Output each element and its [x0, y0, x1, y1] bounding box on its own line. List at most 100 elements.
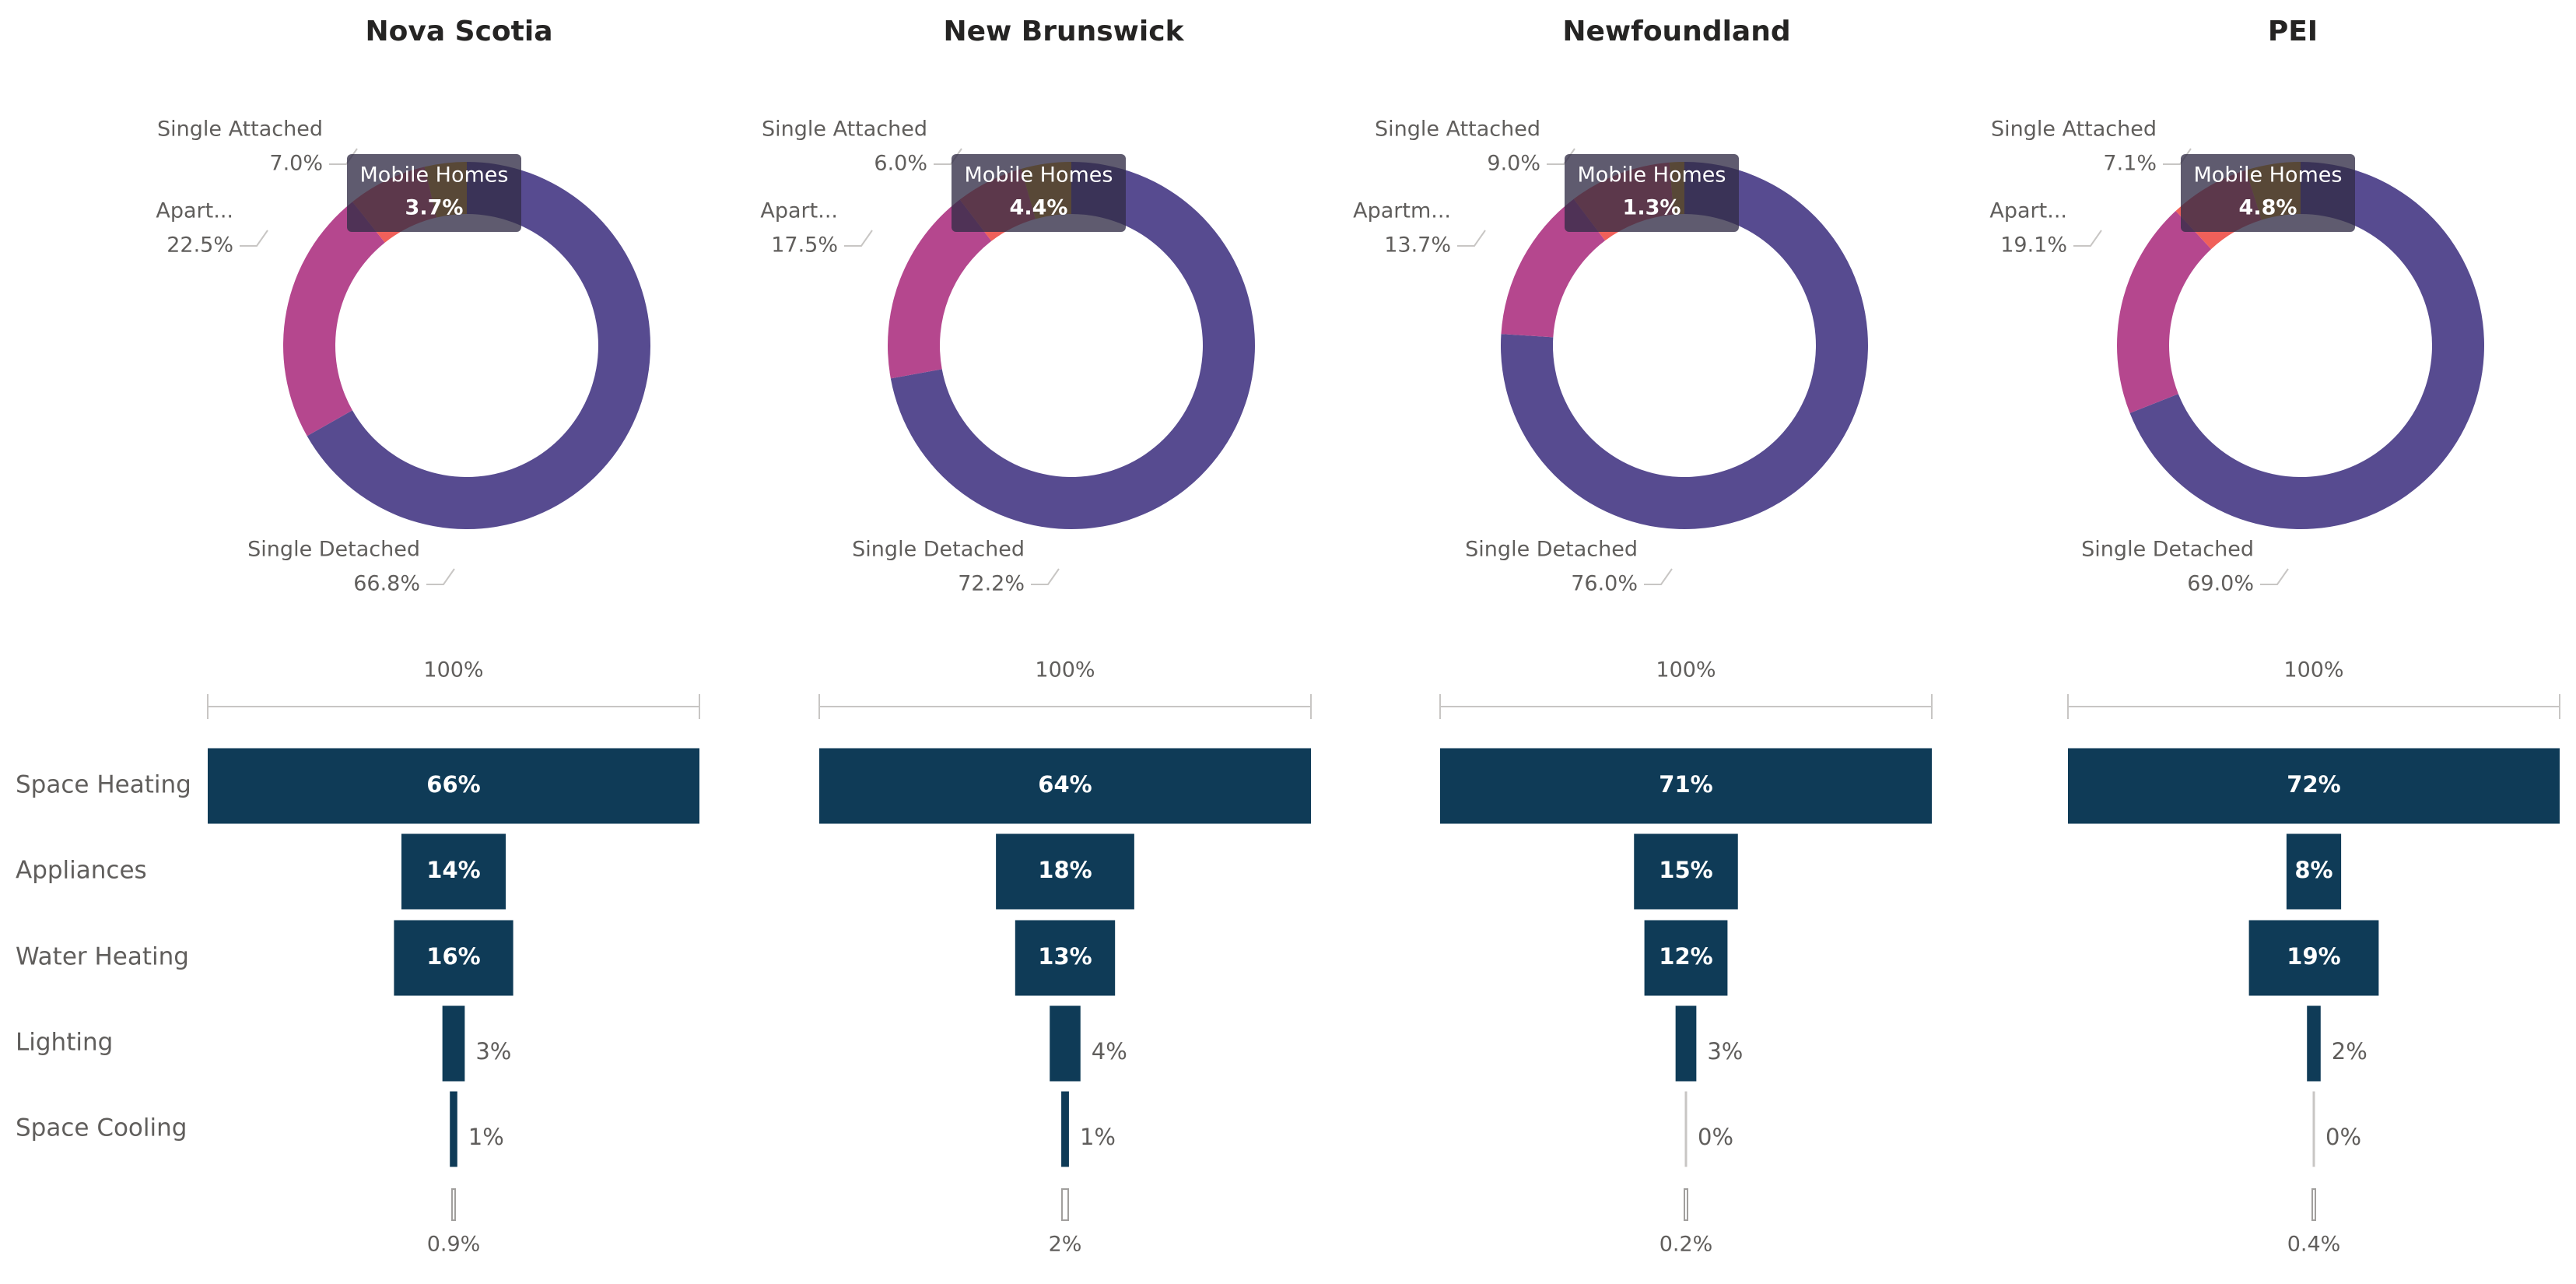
funnel-value-label: 4% [1092, 1038, 1127, 1065]
slice-label: Apart... [760, 199, 838, 223]
first-percent-label: 100% [2283, 658, 2343, 682]
slice-label: Single Detached [247, 538, 420, 562]
funnel-value-label: 18% [1038, 857, 1092, 883]
leader-line [844, 230, 873, 247]
last-percent-label: 2% [1049, 1233, 1082, 1257]
funnel-bar [819, 748, 1311, 824]
funnel-value-label: 1% [1080, 1124, 1116, 1150]
slice-value-label: 7.0% [269, 152, 323, 176]
funnel-bar [394, 920, 513, 996]
funnel-value-label: 1% [468, 1124, 504, 1150]
last-percent-marker [1684, 1188, 1688, 1221]
slice-value-label: 4.8% [2239, 196, 2297, 220]
funnel-category-label: Space Cooling [16, 1114, 187, 1142]
slice-value-label: 7.1% [2103, 152, 2157, 176]
funnel-bar [1675, 1005, 1697, 1082]
panel-title: PEI [2268, 16, 2318, 47]
leader-line [2073, 230, 2102, 247]
funnel-category-label: Lighting [16, 1029, 113, 1057]
slice-label: Single Attached [157, 118, 323, 142]
funnel-value-label: 72% [2287, 771, 2340, 798]
panel-title: Nova Scotia [366, 16, 553, 47]
funnel-bar [401, 833, 506, 910]
leader-line [426, 568, 455, 585]
funnel-value-label: 2% [2332, 1038, 2367, 1065]
funnel-bar [996, 833, 1134, 910]
funnel-value-label: 16% [426, 943, 480, 970]
funnel-value-label: 8% [2294, 857, 2332, 883]
slice-label: Mobile Homes [1578, 163, 1726, 188]
funnel-value-label: 3% [1707, 1038, 1743, 1065]
slice-label: Apart... [156, 199, 233, 223]
slice-value-label: 76.0% [1571, 572, 1638, 596]
slice-value-label: 17.5% [771, 233, 838, 258]
funnel-bar [442, 1005, 465, 1082]
first-percent-label: 100% [423, 658, 483, 682]
slice-label: Single Detached [1465, 538, 1638, 562]
slice-value-label: 6.0% [874, 152, 927, 176]
last-percent-label: 0.2% [1660, 1233, 1713, 1257]
leader-line [240, 230, 268, 247]
donut-slice [307, 162, 651, 529]
leader-line [2163, 148, 2192, 165]
donut-slice [887, 199, 992, 379]
funnel-bar [1634, 833, 1738, 910]
leader-line [934, 148, 962, 165]
funnel-bar [2068, 748, 2560, 824]
tooltip-box [347, 154, 521, 232]
tooltip-box [952, 154, 1126, 232]
slice-label: Mobile Homes [2194, 163, 2343, 188]
slice-value-label: 66.8% [353, 572, 420, 596]
leader-line [1547, 148, 1575, 165]
funnel-value-label: 3% [475, 1038, 511, 1065]
funnel-bar [208, 748, 699, 824]
first-percent-label: 100% [1035, 658, 1095, 682]
funnel-value-label: 14% [426, 857, 480, 883]
funnel-bar [1015, 920, 1116, 996]
leader-line [329, 148, 358, 165]
slice-value-label: 13.7% [1384, 233, 1451, 258]
funnel-bar [1061, 1091, 1069, 1167]
slice-label: Mobile Homes [360, 163, 509, 188]
last-percent-label: 0.4% [2287, 1233, 2341, 1257]
funnel-value-label: 0% [2325, 1124, 2361, 1150]
leader-line [1457, 230, 1486, 247]
last-percent-marker [451, 1188, 456, 1221]
funnel-bar [1440, 748, 1932, 824]
donut-slice [2129, 162, 2485, 529]
tooltip-box [2181, 154, 2355, 232]
funnel-value-label: 13% [1038, 943, 1092, 970]
slice-value-label: 19.1% [2000, 233, 2067, 258]
slice-value-label: 69.0% [2187, 572, 2254, 596]
slice-label: Single Attached [762, 118, 927, 142]
funnel-category-label: Space Heating [16, 771, 191, 799]
first-percent-label: 100% [1656, 658, 1716, 682]
last-percent-marker [1061, 1188, 1069, 1221]
slice-value-label: 1.3% [1623, 196, 1681, 220]
donut-slice [1501, 198, 1606, 338]
slice-label: Single Attached [1991, 118, 2157, 142]
funnel-category-label: Water Heating [16, 943, 189, 971]
slice-value-label: 9.0% [1487, 152, 1540, 176]
slice-label: Apartm... [1353, 199, 1451, 223]
funnel-value-label: 12% [1659, 943, 1712, 970]
leader-line [1031, 568, 1060, 585]
slice-value-label: 72.2% [958, 572, 1025, 596]
donut-slice [283, 202, 385, 437]
funnel-category-label: Appliances [16, 857, 147, 885]
slice-value-label: 4.4% [1010, 196, 1068, 220]
tooltip-box [1565, 154, 1739, 232]
slice-value-label: 22.5% [166, 233, 233, 258]
funnel-bar [1644, 920, 1728, 996]
funnel-value-label: 19% [2287, 943, 2340, 970]
slice-label: Single Detached [2081, 538, 2254, 562]
slice-label: Single Attached [1375, 118, 1540, 142]
leader-line [1644, 568, 1673, 585]
slice-value-label: 3.7% [405, 196, 464, 220]
slice-label: Apart... [1989, 199, 2067, 223]
last-percent-label: 0.9% [427, 1233, 481, 1257]
funnel-bar [450, 1091, 457, 1167]
funnel-bar [2286, 833, 2342, 910]
funnel-bar [2307, 1005, 2321, 1082]
